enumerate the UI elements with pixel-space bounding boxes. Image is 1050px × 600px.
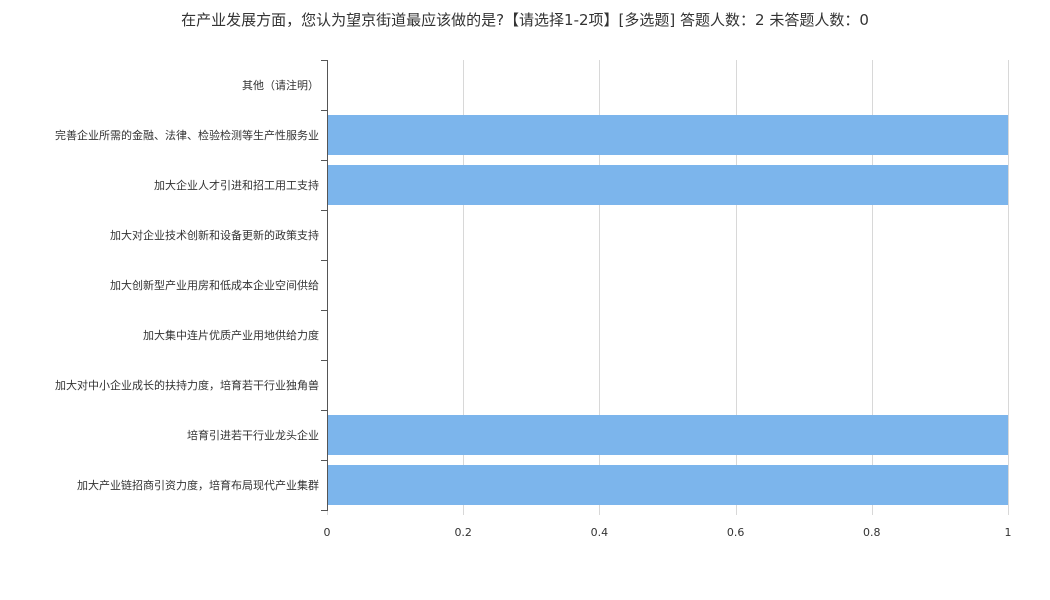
category-label: 加大对中小企业成长的扶持力度，培育若干行业独角兽 (55, 378, 319, 392)
category-label: 其他（请注明） (242, 78, 319, 92)
x-tick-label: 0.6 (727, 526, 745, 539)
x-tick-label: 0.8 (863, 526, 881, 539)
category-label: 加大创新型产业用房和低成本企业空间供给 (110, 278, 319, 292)
category-label: 培育引进若干行业龙头企业 (187, 428, 319, 442)
x-tick-label: 0.4 (591, 526, 609, 539)
x-tick-label: 1 (1005, 526, 1012, 539)
x-tick-label: 0 (324, 526, 331, 539)
category-label: 加大集中连片优质产业用地供给力度 (143, 328, 319, 342)
bar (327, 465, 1008, 505)
category-label: 完善企业所需的金融、法律、检验检测等生产性服务业 (55, 128, 319, 142)
category-label: 加大企业人才引进和招工用工支持 (154, 178, 319, 192)
x-tick-label: 0.2 (454, 526, 472, 539)
bar (327, 115, 1008, 155)
chart-title: 在产业发展方面，您认为望京街道最应该做的是?【请选择1-2项】[多选题] 答题人… (181, 11, 869, 29)
category-label: 加大对企业技术创新和设备更新的政策支持 (110, 228, 319, 242)
category-label: 加大产业链招商引资力度，培育布局现代产业集群 (77, 478, 319, 492)
bar (327, 415, 1008, 455)
bar (327, 165, 1008, 205)
